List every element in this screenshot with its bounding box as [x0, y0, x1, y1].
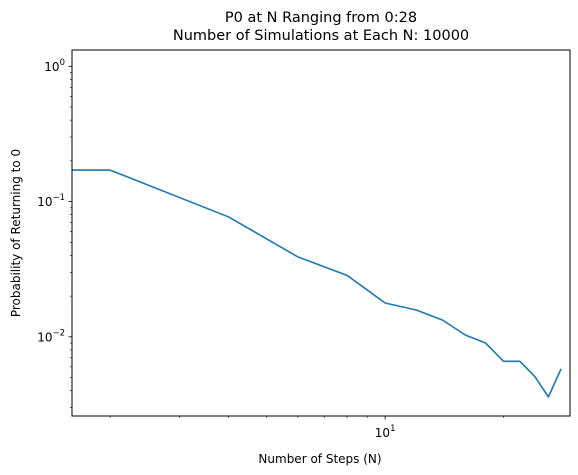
x-axis-label: Number of Steps (N) — [258, 452, 381, 466]
series-line-0 — [72, 169, 562, 398]
x-tick-label: 101 — [375, 424, 396, 440]
y-tick-label: 10−2 — [37, 328, 65, 344]
y-tick-label: 100 — [44, 58, 65, 74]
y-tick-label: 10−1 — [37, 193, 65, 209]
y-axis-label: Probability of Returning to 0 — [9, 149, 23, 317]
chart-title-line-2: Number of Simulations at Each N: 10000 — [173, 28, 469, 44]
axis-ticks: 100 10−1 10−2 101 — [37, 58, 504, 440]
chart-title-line-1: P0 at N Ranging from 0:28 — [225, 10, 417, 26]
plot-area — [72, 169, 562, 398]
axes-frame — [71, 49, 571, 417]
